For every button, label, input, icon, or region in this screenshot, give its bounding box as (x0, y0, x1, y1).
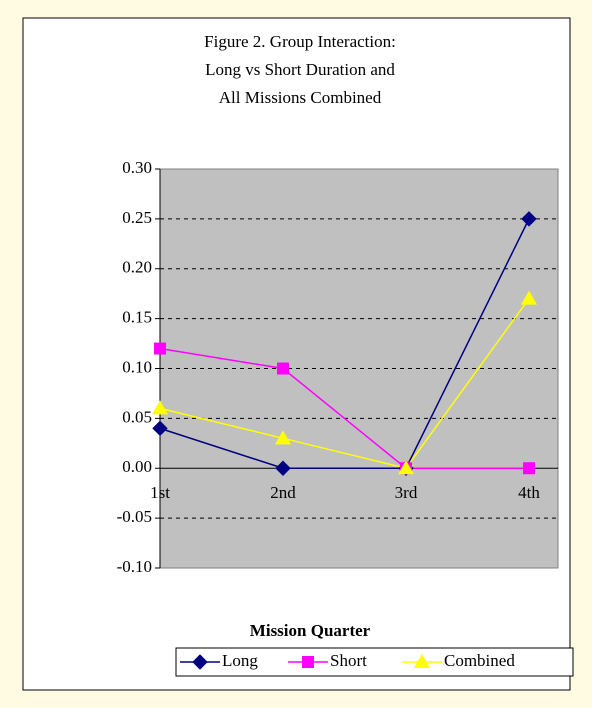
y-tick-label: 0.30 (122, 158, 152, 177)
series-line (159, 218, 530, 469)
legend-label: Long (222, 651, 258, 670)
data-point (275, 460, 291, 476)
x-tick-label: 2nd (270, 483, 296, 502)
chart-title: Long vs Short Duration and (205, 60, 395, 79)
data-point (152, 400, 168, 415)
y-tick-label: 0.20 (122, 258, 152, 277)
y-tick-label: 0.25 (122, 208, 152, 227)
chart-title: Figure 2. Group Interaction: (204, 32, 396, 51)
data-point (523, 462, 535, 475)
y-tick-label: 0.10 (122, 357, 152, 376)
series-line (159, 347, 529, 469)
x-tick-label: 3rd (395, 483, 418, 502)
y-tick-label: -0.05 (117, 507, 152, 526)
legend-marker (192, 654, 208, 670)
data-point (275, 430, 291, 445)
x-tick-label: 1st (150, 483, 170, 502)
chart-title: All Missions Combined (219, 88, 382, 107)
legend-marker (302, 656, 314, 668)
data-point (154, 342, 166, 355)
x-axis-title: Mission Quarter (250, 621, 371, 640)
y-tick-label: 0.05 (122, 407, 152, 426)
data-point (152, 420, 168, 437)
y-tick-label: 0.15 (122, 308, 152, 327)
data-point (398, 460, 414, 475)
data-point (521, 290, 537, 305)
legend-label: Combined (444, 651, 515, 670)
legend-marker (414, 654, 430, 668)
x-tick-label: 4th (518, 483, 540, 502)
y-tick-label: -0.10 (117, 557, 152, 576)
y-tick-label: 0.00 (122, 457, 152, 476)
legend-box (175, 647, 574, 677)
data-point (521, 211, 537, 227)
series-line (159, 298, 530, 470)
legend-label: Short (330, 651, 367, 670)
data-point (277, 362, 289, 375)
